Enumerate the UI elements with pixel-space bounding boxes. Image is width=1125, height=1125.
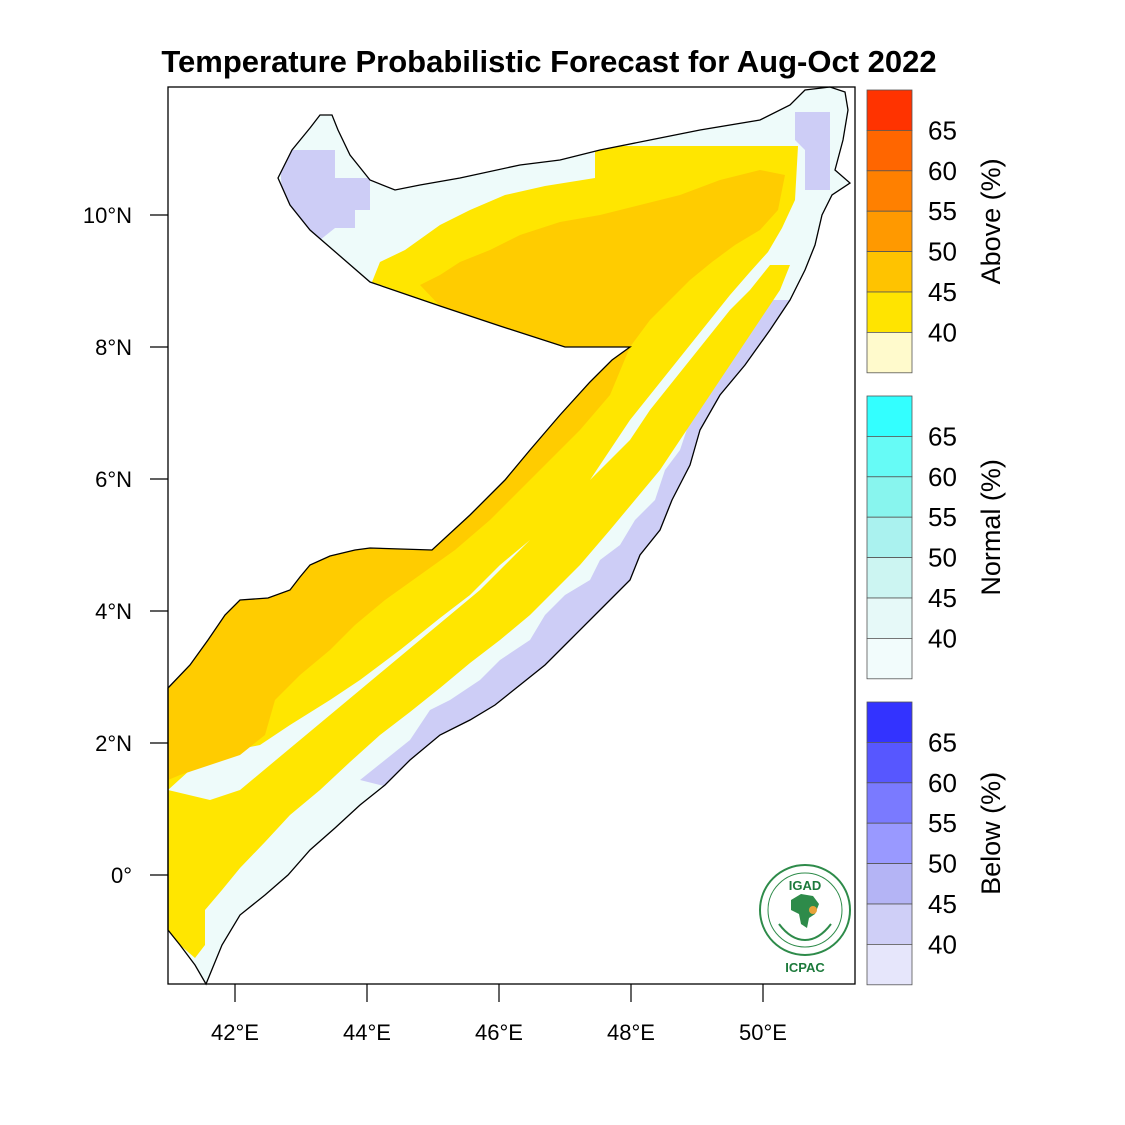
colorbar-level-label: 45 [928, 277, 957, 307]
below-region-northwest [280, 150, 370, 240]
above-45-region-south [168, 347, 630, 780]
colorbar-swatch [866, 331, 913, 374]
colorbar-1: 65 60 55 50 45 40 Normal (%) [866, 395, 1006, 680]
lat-tick-label: 6°N [95, 467, 132, 492]
latitude-axis: 10°N 8°N 6°N 4°N 2°N 0° [83, 203, 168, 888]
lon-tick-label: 46°E [475, 1020, 523, 1045]
colorbar-level-label: 50 [928, 849, 957, 879]
colorbar-level-label: 55 [928, 502, 957, 532]
somalia-border [167, 86, 852, 986]
colorbar-level-label: 50 [928, 237, 957, 267]
colorbar-level-label: 55 [928, 808, 957, 838]
colorbar-swatch [866, 516, 913, 559]
colorbar-level-label: 60 [928, 768, 957, 798]
colorbar-level-label: 45 [928, 889, 957, 919]
lat-tick-label: 0° [111, 863, 132, 888]
africa-icon [791, 894, 819, 928]
colorbar-title: Below (%) [976, 772, 1006, 895]
colorbar-level-label: 55 [928, 196, 957, 226]
icpac-logo: IGAD ICPAC [759, 864, 851, 975]
lat-tick-label: 4°N [95, 599, 132, 624]
lat-tick-label: 2°N [95, 731, 132, 756]
colorbar-2: 65 60 55 50 45 40 Below (%) [866, 701, 1006, 986]
lon-tick-label: 42°E [211, 1020, 259, 1045]
colorbar-level-label: 60 [928, 156, 957, 186]
colorbar-swatch [866, 863, 913, 905]
above-40-region [168, 146, 798, 958]
map-frame [167, 86, 856, 985]
colorbar-swatch [866, 170, 913, 212]
colorbar-level-label: 45 [928, 583, 957, 613]
colorbar-0: 65 60 55 50 45 40 Above (%) [866, 89, 1006, 374]
logo-top-text: IGAD [789, 878, 822, 893]
above-45-region-north [420, 170, 785, 347]
colorbar-level-label: 60 [928, 462, 957, 492]
lat-tick-label: 10°N [83, 203, 132, 228]
colorbar-swatch [866, 742, 913, 784]
colorbar-title: Above (%) [976, 158, 1006, 284]
colorbar-level-label: 40 [928, 623, 957, 653]
longitude-axis: 42°E 44°E 46°E 48°E 50°E [211, 984, 787, 1045]
colorbar-level-label: 40 [928, 317, 957, 347]
lon-tick-label: 50°E [739, 1020, 787, 1045]
colorbar-level-label: 65 [928, 115, 957, 145]
colorbar-swatch [866, 638, 913, 680]
colorbar-level-label: 50 [928, 543, 957, 573]
colorbar-swatch [866, 903, 913, 945]
colorbar-level-label: 65 [928, 421, 957, 451]
colorbar-title: Normal (%) [976, 459, 1006, 596]
colorbar-swatch [866, 251, 913, 293]
logo-bottom-text: ICPAC [785, 960, 825, 975]
colorbar-swatch [866, 782, 913, 824]
lon-tick-label: 44°E [343, 1020, 391, 1045]
colorbar-swatch [866, 597, 913, 639]
lat-tick-label: 8°N [95, 335, 132, 360]
colorbar-level-label: 40 [928, 929, 957, 959]
colorbar-swatch [866, 291, 913, 333]
colorbar-swatch [866, 476, 913, 518]
map-title: Temperature Probabilistic Forecast for A… [161, 44, 936, 79]
colorbar-swatch [866, 435, 913, 478]
colorbar-swatch [866, 210, 913, 252]
colorbar-swatch [866, 89, 913, 131]
colorbar-swatch [866, 395, 913, 437]
lon-tick-label: 48°E [607, 1020, 655, 1045]
colorbar-swatch [866, 129, 913, 172]
colorbar-level-label: 65 [928, 727, 957, 757]
map-plot-area [167, 86, 856, 986]
below-region-northeast-tip [795, 112, 830, 190]
legend-colorbars: 65 60 55 50 45 40 Above (%) 65 60 55 50 45 40 Normal … [866, 89, 1006, 986]
colorbar-swatch [866, 822, 913, 865]
colorbar-swatch [866, 944, 913, 986]
colorbar-swatch [866, 557, 913, 599]
colorbar-swatch [866, 701, 913, 743]
